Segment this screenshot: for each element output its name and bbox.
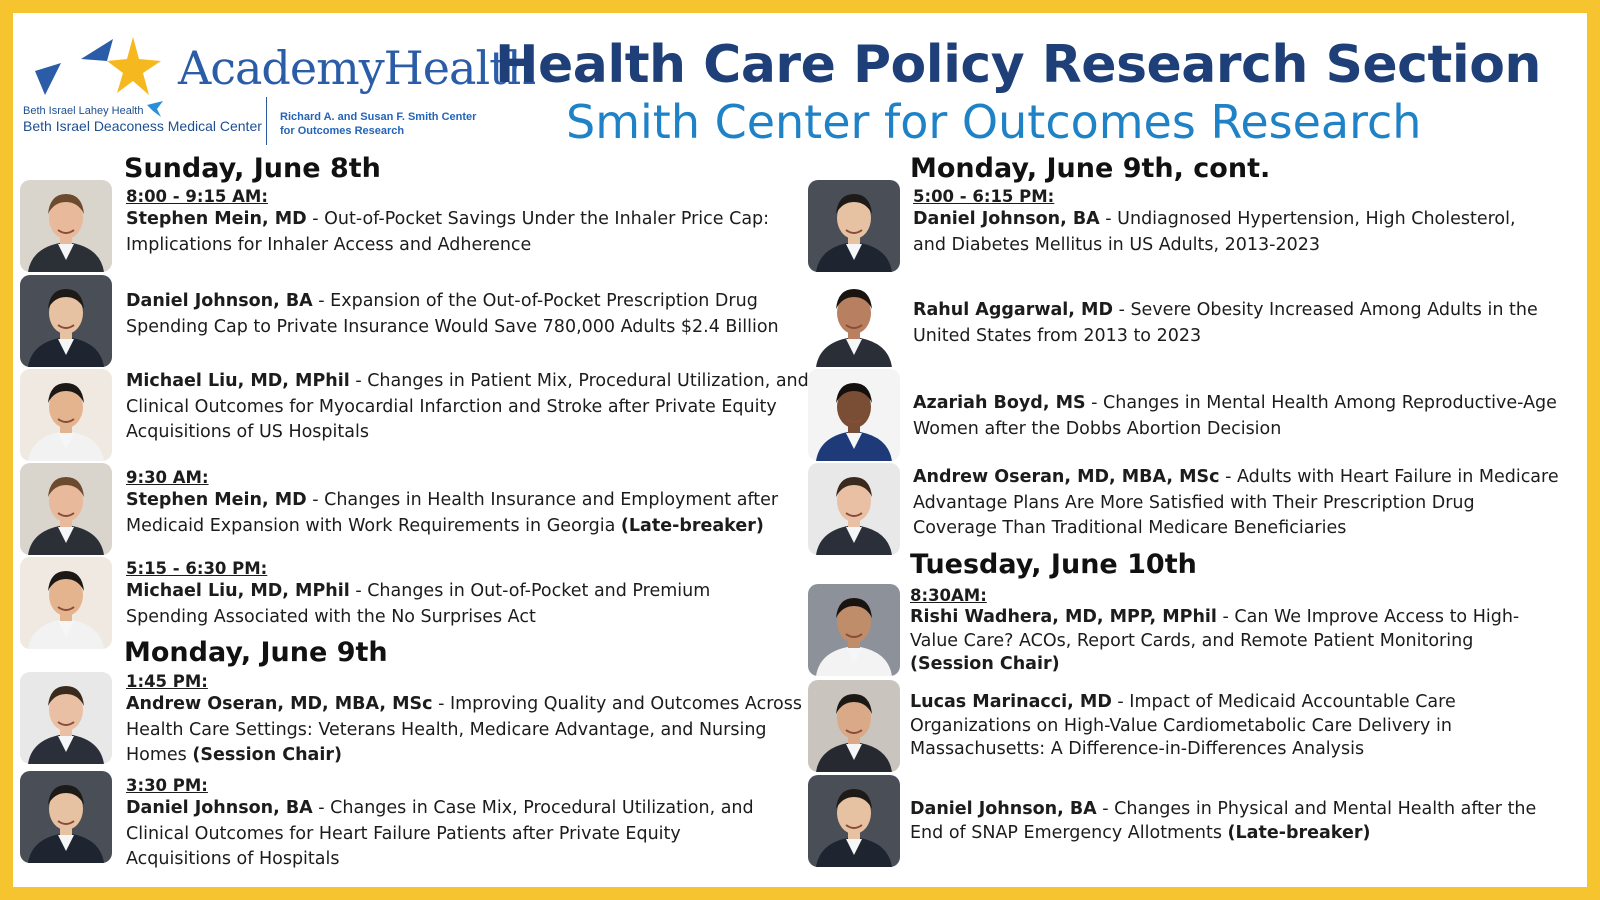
list-item: Michael Liu, MD, MPhil - Changes in Pati… xyxy=(126,371,809,442)
portrait-image xyxy=(808,275,900,367)
photo-stephen-mein xyxy=(20,180,112,272)
portrait-image xyxy=(20,275,112,367)
portrait-image xyxy=(808,775,900,867)
list-item: 3:30 PM: Daniel Johnson, BA - Changes in… xyxy=(126,776,754,869)
academyhealth-wordmark: AcademyHealth xyxy=(178,41,536,95)
portrait-image xyxy=(20,369,112,461)
photo-lucas-marinacci xyxy=(808,680,900,772)
list-item: Azariah Boyd, MS - Changes in Mental Hea… xyxy=(913,393,1557,439)
list-item: 9:30 AM: Stephen Mein, MD - Changes in H… xyxy=(126,468,779,536)
photo-rishi-wadhera xyxy=(808,584,900,676)
photo-daniel-johnson xyxy=(808,775,900,867)
list-item: 5:00 - 6:15 PM: Daniel Johnson, BA - Und… xyxy=(913,187,1516,255)
photo-daniel-johnson xyxy=(20,275,112,367)
portrait-image xyxy=(20,180,112,272)
page-subtitle: Smith Center for Outcomes Research xyxy=(566,95,1422,149)
portrait-image xyxy=(808,680,900,772)
photo-andrew-oseran xyxy=(808,463,900,555)
logo-divider xyxy=(266,97,267,145)
list-item: Rahul Aggarwal, MD - Severe Obesity Incr… xyxy=(913,300,1538,346)
photo-rahul-aggarwal xyxy=(808,275,900,367)
academyhealth-star-icon xyxy=(35,37,161,95)
bidmc-text: Beth Israel Deaconess Medical Center xyxy=(23,118,262,134)
list-item: 8:00 - 9:15 AM: Stephen Mein, MD - Out-o… xyxy=(126,187,770,255)
portrait-image xyxy=(808,463,900,555)
list-item: Daniel Johnson, BA - Expansion of the Ou… xyxy=(126,291,779,337)
bilh-text: Beth Israel Lahey Health xyxy=(23,105,144,117)
day-heading-monday: Monday, June 9th xyxy=(124,637,388,668)
poster: AcademyHealth Beth Israel Lahey Health B… xyxy=(13,13,1587,887)
photo-stephen-mein xyxy=(20,463,112,555)
photo-andrew-oseran xyxy=(20,672,112,764)
photo-daniel-johnson xyxy=(808,180,900,272)
list-item: Andrew Oseran, MD, MBA, MSc - Adults wit… xyxy=(913,467,1559,538)
portrait-image xyxy=(20,672,112,764)
photo-michael-liu xyxy=(20,557,112,649)
portrait-image xyxy=(808,584,900,676)
portrait-image xyxy=(20,463,112,555)
list-item: Lucas Marinacci, MD - Impact of Medicaid… xyxy=(910,692,1456,759)
academyhealth-logo: AcademyHealth xyxy=(33,31,536,111)
day-heading-sunday: Sunday, June 8th xyxy=(124,153,381,184)
portrait-image xyxy=(20,771,112,863)
photo-azariah-boyd xyxy=(808,369,900,461)
portrait-image xyxy=(808,180,900,272)
photo-daniel-johnson xyxy=(20,771,112,863)
portrait-image xyxy=(20,557,112,649)
photo-michael-liu xyxy=(20,369,112,461)
list-item: 8:30AM: Rishi Wadhera, MD, MPP, MPhil - … xyxy=(910,586,1520,674)
bidmc-logo: Beth Israel Lahey Health Beth Israel Dea… xyxy=(23,101,323,134)
list-item: Daniel Johnson, BA - Changes in Physical… xyxy=(910,799,1537,843)
list-item: 5:15 - 6:30 PM: Michael Liu, MD, MPhil -… xyxy=(126,559,711,627)
day-heading-tuesday: Tuesday, June 10th xyxy=(910,549,1197,580)
bird-icon xyxy=(147,101,163,117)
day-heading-monday-cont: Monday, June 9th, cont. xyxy=(910,153,1271,184)
portrait-image xyxy=(808,369,900,461)
page-title: Health Care Policy Research Section xyxy=(495,35,1541,95)
list-item: 1:45 PM: Andrew Oseran, MD, MBA, MSc - I… xyxy=(126,672,802,765)
smith-center-logo: Richard A. and Susan F. Smith Center for… xyxy=(280,111,477,137)
